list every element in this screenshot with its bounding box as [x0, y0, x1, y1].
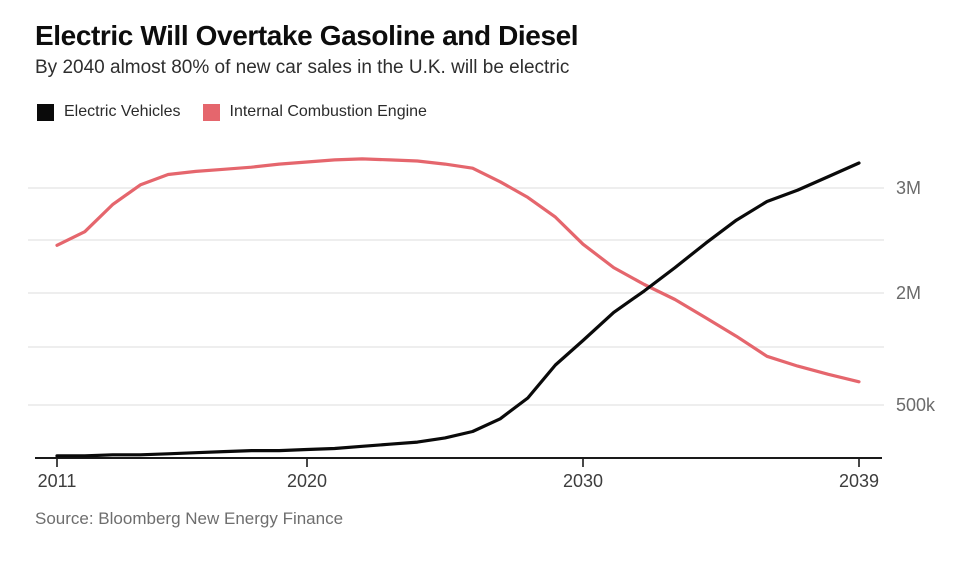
legend-item-internal-combustion: Internal Combustion Engine [202, 103, 427, 121]
x-axis-label: 2020 [287, 471, 327, 491]
legend-label-internal-combustion: Internal Combustion Engine [229, 103, 427, 120]
legend: Electric Vehicles Internal Combustion En… [37, 103, 427, 121]
legend-label-electric-vehicles: Electric Vehicles [64, 103, 181, 120]
x-axis-label: 2011 [38, 471, 77, 491]
y-axis-label: 2M [896, 283, 921, 303]
legend-swatch-internal-combustion-icon [202, 103, 220, 121]
source-note: Source: Bloomberg New Energy Finance [35, 509, 344, 528]
x-axis-label: 2039 [839, 471, 879, 491]
chart-subtitle: By 2040 almost 80% of new car sales in t… [35, 57, 570, 78]
x-axis-label: 2030 [563, 471, 603, 491]
legend-item-electric-vehicles: Electric Vehicles [37, 103, 181, 121]
series-line-electric-vehicles [55, 161, 861, 458]
series-line-internal-combustion-engine [55, 157, 861, 384]
y-axis-label: 500k [896, 395, 936, 415]
chart-title: Electric Will Overtake Gasoline and Dies… [35, 20, 579, 51]
y-axis-label: 3M [896, 178, 921, 198]
legend-swatch-electric-vehicles-icon [37, 103, 54, 121]
